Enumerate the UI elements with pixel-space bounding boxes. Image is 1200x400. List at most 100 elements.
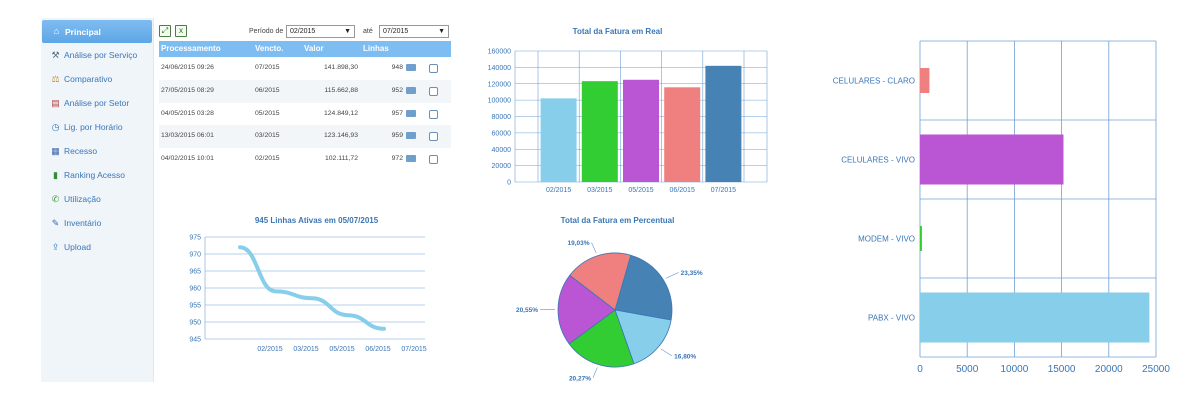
x-tick-label: 06/2015 [365, 346, 390, 353]
cell-valor: 115.662,88 [324, 86, 358, 94]
sidebar-item-label: Inventário [64, 218, 102, 228]
cell-processamento: 04/05/2015 03:28 [161, 109, 214, 117]
y-tick-label: 160000 [488, 49, 511, 56]
sidebar-item-utiliza-o[interactable]: ✆ Utilização [41, 187, 153, 211]
table-row[interactable]: 04/02/2015 10:01 02/2015 102.111,72 972 [159, 148, 451, 171]
sidebar-item-label: Análise por Setor [64, 98, 130, 108]
bar [581, 81, 618, 182]
x-tick-label: 0 [917, 364, 923, 375]
table-row[interactable]: 27/05/2015 08:29 06/2015 115.662,88 952 [159, 79, 451, 103]
sidebar-item-invent-rio[interactable]: ✎ Inventário [41, 211, 153, 235]
row-checkbox[interactable] [429, 109, 438, 119]
calendar-icon: ▦ [51, 145, 60, 156]
table-row[interactable]: 13/03/2015 06:01 03/2015 123.146,93 959 [159, 125, 451, 149]
sidebar-item-comparativo[interactable]: ⚖ Comparativo [41, 67, 153, 91]
y-tick-label: 970 [189, 252, 201, 259]
y-tick-label: 960 [189, 286, 201, 293]
bar [920, 68, 930, 93]
column-header: Valor [304, 44, 324, 53]
x-tick-label: 03/2015 [293, 346, 318, 353]
y-tick-label: 60000 [492, 130, 512, 137]
sidebar-item-an-lise-por-setor[interactable]: ▤ Análise por Setor [41, 91, 153, 115]
sidebar-item-label: Principal [65, 26, 101, 37]
slice-label: 23,35% [681, 270, 703, 277]
cell-linhas: 952 [391, 86, 403, 94]
slice-label: 16,80% [674, 353, 696, 360]
y-tick-label: 80000 [492, 114, 512, 121]
y-tick-label: 20000 [492, 163, 512, 170]
sidebar-item-principal[interactable]: ⌂ Principal [42, 20, 152, 43]
cell-vencto: 06/2015 [255, 86, 280, 94]
folder-icon[interactable] [406, 132, 416, 140]
period-label: Período de [249, 28, 284, 35]
y-tick-label: 945 [189, 337, 201, 344]
y-tick-label: CELULARES - CLARO [833, 77, 915, 86]
upload-icon: ⇪ [51, 241, 60, 252]
folder-icon[interactable] [406, 155, 416, 163]
sidebar-item-recesso[interactable]: ▦ Recesso [41, 139, 153, 163]
cell-processamento: 24/06/2015 09:26 [161, 64, 214, 71]
pie-slice [614, 309, 672, 365]
table-row[interactable]: 24/06/2015 09:26 07/2015 141.898,30 948 [159, 57, 451, 80]
invoice-bar-chart: 0 20000 40000 60000 80000 100000 120000 140000 1… [488, 49, 768, 194]
x-tick-label: 02/2015 [257, 346, 282, 353]
folder-icon[interactable] [406, 64, 416, 71]
fit-icon[interactable]: ⤢ [159, 25, 171, 37]
cell-processamento: 27/05/2015 08:29 [161, 86, 214, 94]
x-tick-label: 10000 [1000, 364, 1028, 375]
x-tick-label: 06/2015 [670, 187, 695, 194]
sidebar-item-lig-por-hor-rio[interactable]: ◷ Lig. por Horário [41, 115, 153, 139]
bar [540, 98, 577, 182]
y-tick-label: 975 [189, 235, 201, 242]
cell-processamento: 04/02/2015 10:01 [161, 155, 214, 163]
bar [623, 79, 659, 182]
table-row[interactable]: 04/05/2015 03:28 05/2015 124.849,12 957 [159, 103, 451, 126]
y-tick-label: 0 [507, 180, 511, 187]
label-leader [592, 367, 598, 378]
label-leader [660, 348, 673, 357]
x-tick-label: 25000 [1142, 364, 1170, 375]
tools-icon: ⚒ [51, 49, 60, 60]
x-tick-label: 20000 [1095, 364, 1123, 375]
sidebar-item-label: Recesso [64, 146, 98, 156]
period-to-select[interactable]: 07/2015 ▼ [379, 25, 449, 38]
sidebar-item-an-lise-por-servi-o[interactable]: ⚒ Análise por Serviço [41, 43, 153, 67]
cell-vencto: 03/2015 [255, 132, 280, 140]
y-tick-label: 100000 [488, 98, 511, 105]
y-tick-label: 40000 [492, 147, 512, 154]
x-tick-label: 05/2015 [628, 187, 653, 194]
bar [705, 65, 742, 182]
cell-linhas: 957 [391, 109, 403, 117]
folder-icon[interactable] [406, 86, 416, 94]
row-checkbox[interactable] [429, 86, 438, 96]
period-from-select[interactable]: 02/2015 ▼ [286, 25, 355, 38]
excel-export-icon[interactable]: x [175, 25, 187, 37]
data-point [347, 314, 349, 316]
invoice-table: Processamento Vencto. Valor Linhas 24/06… [159, 41, 451, 171]
period-to-value: 07/2015 [383, 28, 409, 35]
chart-icon: ▤ [51, 97, 60, 108]
table-header: Processamento Vencto. Valor Linhas [159, 41, 451, 57]
column-header: Processamento [161, 44, 221, 53]
cell-valor: 141.898,30 [323, 64, 358, 71]
sidebar-item-label: Upload [64, 242, 91, 252]
pie-slice [568, 309, 635, 368]
row-checkbox[interactable] [429, 132, 438, 142]
sidebar-item-label: Lig. por Horário [64, 122, 123, 132]
cell-linhas: 972 [391, 155, 403, 163]
row-checkbox[interactable] [429, 155, 438, 165]
sidebar-item-label: Utilização [64, 194, 101, 204]
folder-icon[interactable] [406, 109, 416, 117]
x-tick-label: 02/2015 [546, 187, 571, 194]
chevron-down-icon: ▼ [344, 28, 351, 35]
data-point [239, 246, 241, 248]
sidebar-item-upload[interactable]: ⇪ Upload [41, 235, 153, 259]
y-tick-label: MODEM - VIVO [858, 235, 915, 244]
y-tick-label: 140000 [488, 65, 511, 72]
clock-icon: ◷ [51, 121, 60, 132]
slice-label: 19,03% [568, 240, 590, 247]
slice-label: 20,55% [516, 307, 538, 314]
sidebar-item-ranking-acesso[interactable]: ▮ Ranking Acesso [41, 163, 153, 187]
row-checkbox[interactable] [429, 64, 438, 73]
sidebar-item-label: Comparativo [64, 74, 113, 84]
